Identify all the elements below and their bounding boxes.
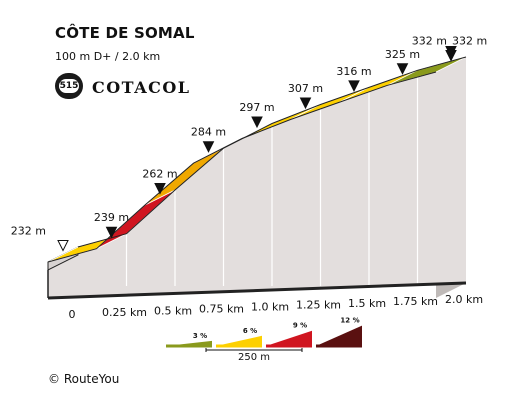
elevation-label: 297 m <box>239 101 274 114</box>
elevation-label: 307 m <box>288 82 323 95</box>
start-marker-icon <box>57 240 69 252</box>
cotacol-label: COTACOL <box>92 78 191 97</box>
legend-label: 9 % <box>293 322 307 330</box>
legend-swatch <box>266 330 312 346</box>
elevation-label: 262 m <box>142 168 177 181</box>
x-tick-label: 1.5 km <box>348 297 386 310</box>
legend-swatch-base <box>316 344 362 348</box>
x-tick-label: 2.0 km <box>445 293 483 306</box>
profile-side-face <box>48 57 466 298</box>
elevation-marker-icon <box>396 63 409 75</box>
x-tick-label: 0 <box>69 308 76 321</box>
legend-swatch-base <box>216 344 262 348</box>
legend-label: 12 % <box>340 317 359 325</box>
x-tick-label: 1.75 km <box>393 295 438 308</box>
elevation-label: 316 m <box>336 65 371 78</box>
elevation-label: 239 m <box>94 211 129 224</box>
legend-swatch <box>216 335 262 346</box>
legend-swatch-base <box>266 344 312 348</box>
elevation-marker-icon <box>105 226 118 239</box>
climb-summary: 100 m D+ / 2.0 km <box>55 50 161 63</box>
scale-bar-label: 250 m <box>238 352 270 363</box>
cotacol-badge-icon: 515 <box>55 73 83 99</box>
legend-label: 3 % <box>193 332 207 340</box>
legend-label: 6 % <box>243 327 257 335</box>
x-tick-label: 1.0 km <box>251 301 289 314</box>
gradient-legend: 3 % 6 % 9 % 12 % 250 m <box>166 317 362 363</box>
profile-back-edge <box>77 56 467 248</box>
profile-layer <box>47 56 467 300</box>
elevation-label: 232 m <box>11 225 46 238</box>
elevation-label: 332 m <box>412 35 447 48</box>
elevation-marker-icon <box>154 183 166 195</box>
summit-marker-icon <box>445 46 457 58</box>
x-tick-label: 0.5 km <box>154 304 192 317</box>
x-tick-label: 1.25 km <box>296 299 341 312</box>
labels-layer: 232 m 239 m 262 m 284 m 297 m 307 m 316 m 325 m… <box>11 35 487 322</box>
summit-elevation-label: 332 m <box>452 35 487 48</box>
profile-base-line <box>47 281 467 300</box>
elevation-label: 284 m <box>191 126 226 139</box>
elevation-marker-icon <box>348 80 360 93</box>
elevation-marker-icon <box>251 116 263 129</box>
copyright-credit: © RouteYou <box>48 372 120 386</box>
legend-swatch-base <box>166 344 212 348</box>
elevation-marker-icon <box>202 141 215 153</box>
x-tick-label: 0.25 km <box>102 306 147 319</box>
elevation-label: 325 m <box>385 48 420 61</box>
elevation-marker-icon <box>299 97 312 110</box>
chart-title: CÔTE DE SOMAL <box>55 24 195 42</box>
legend-swatch <box>316 325 362 346</box>
cotacol-number: 515 <box>59 79 79 93</box>
x-tick-label: 0.75 km <box>199 302 244 315</box>
